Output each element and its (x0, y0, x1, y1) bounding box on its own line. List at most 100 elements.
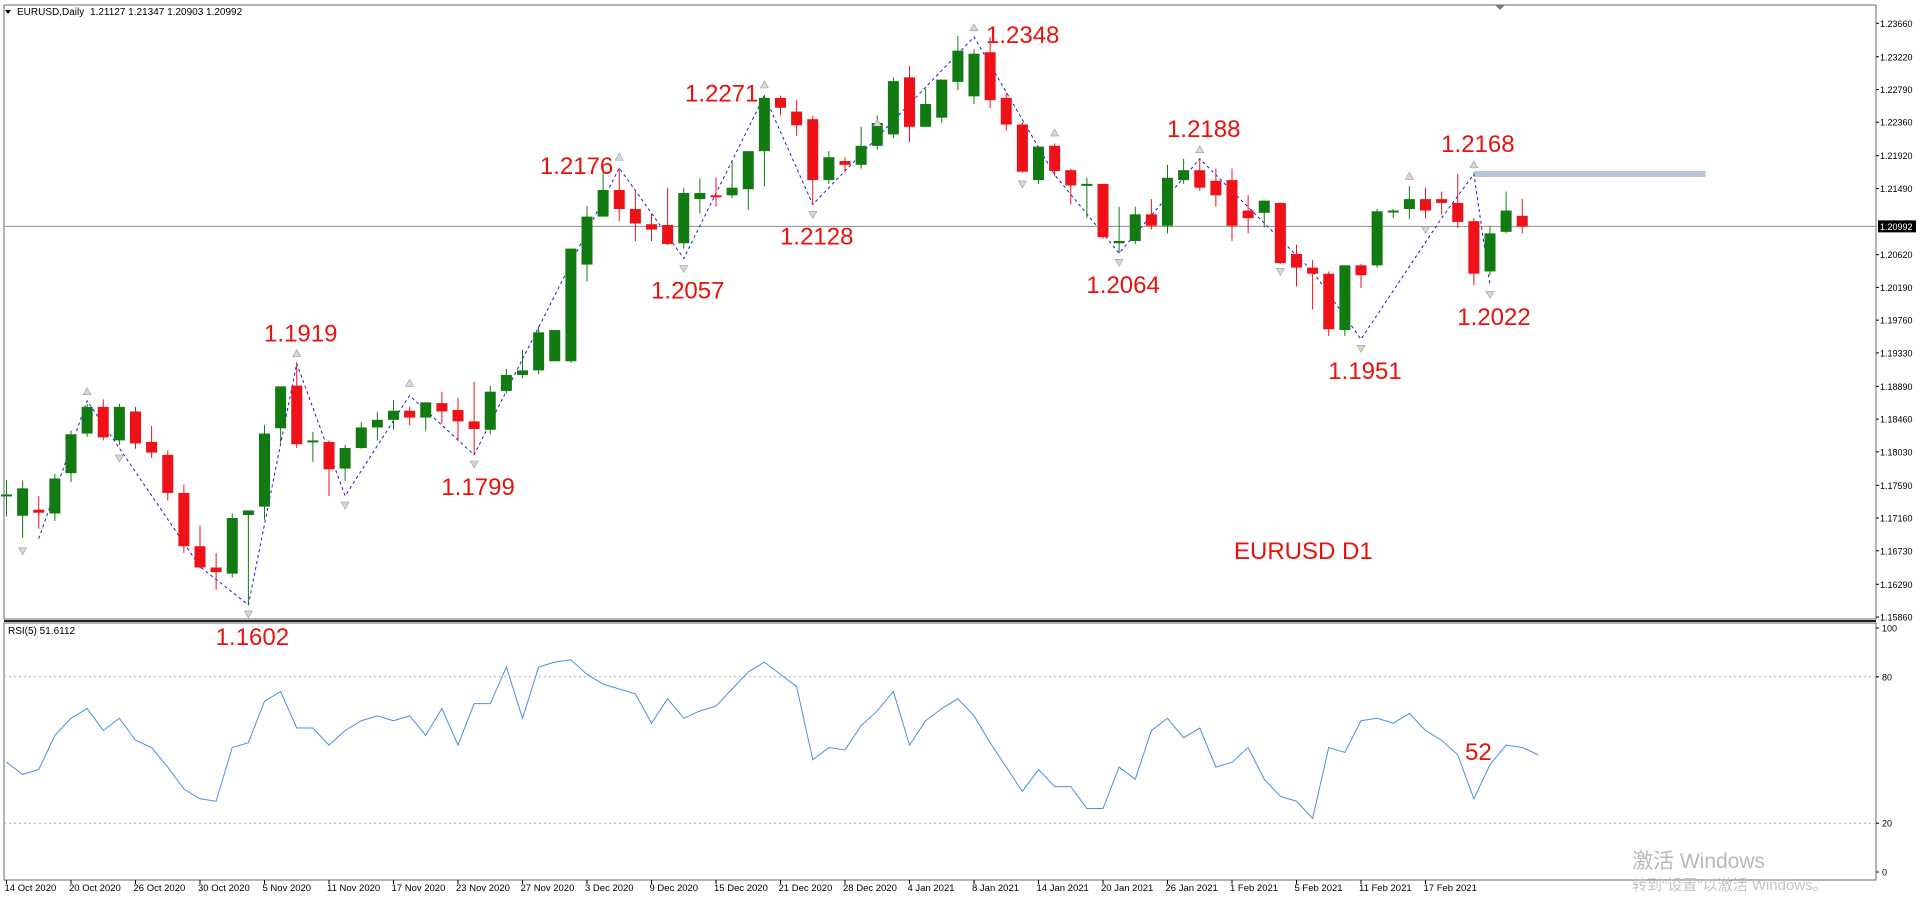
candle (517, 349, 528, 378)
candle-body (1323, 273, 1335, 330)
candle-body (468, 421, 480, 429)
candle (597, 167, 609, 217)
candle (210, 553, 222, 590)
candle-body (904, 77, 915, 127)
candle-body (178, 492, 190, 547)
chart-frames (3, 4, 1877, 881)
candle (484, 385, 496, 435)
candle (1323, 271, 1335, 337)
candle-body (791, 111, 803, 126)
price-tick-label: 1.19760 (1880, 316, 1913, 326)
fractal-up-arrow (969, 23, 979, 32)
fractal-up-arrow (1050, 128, 1060, 137)
price-tick-label: 1.17160 (1880, 514, 1913, 524)
time-tick-label: 11 Nov 2020 (327, 883, 380, 894)
candle (629, 191, 641, 241)
candle (81, 403, 93, 437)
candle (17, 480, 29, 538)
candle-body (565, 248, 577, 362)
candle (823, 151, 835, 184)
price-tick-label: 1.16290 (1880, 580, 1913, 590)
fractal-down-arrow (1017, 180, 1027, 189)
price-tick-label: 1.19330 (1880, 348, 1913, 358)
fractal-up-arrow (614, 152, 624, 161)
candle-body (113, 406, 125, 441)
pivot-price-label: 1.2348 (986, 22, 1059, 49)
price-tick-label: 1.20190 (1880, 283, 1913, 293)
pivot-price-label: 1.2168 (1441, 131, 1514, 158)
rsi-indicator-label: RSI(5) 51.6112 (8, 626, 76, 637)
candle (1339, 265, 1351, 337)
candle-body (678, 193, 690, 244)
time-tick-label: 30 Oct 2020 (198, 883, 250, 894)
candle (1436, 191, 1448, 215)
candle (646, 213, 657, 241)
candle-body (1162, 177, 1173, 226)
pivot-price-label: 1.1919 (264, 321, 337, 348)
time-tick-label: 20 Jan 2021 (1101, 883, 1153, 894)
candle (1500, 191, 1512, 234)
pivot-price-label: 1.1951 (1328, 358, 1401, 385)
windows-activation-title: 激活 Windows (1632, 850, 1765, 873)
candle (887, 77, 899, 139)
fractal-up-arrow (1469, 160, 1479, 169)
chart-shift-marker-icon[interactable] (1495, 5, 1505, 10)
candle (904, 65, 915, 143)
candle (388, 400, 399, 430)
pivot-price-label: 1.1799 (441, 474, 514, 501)
time-tick-label: 28 Dec 2020 (843, 883, 897, 894)
candle-body (936, 79, 948, 118)
rsi-subwindow: 100 80 20 0 (4, 624, 1897, 878)
candle (65, 430, 77, 483)
candle-body (1178, 170, 1190, 181)
fractal-down-arrow (340, 501, 350, 510)
candle (549, 330, 561, 362)
candle-body (726, 187, 738, 196)
pivot-labels: 1.1919 1.1602 1.1799 1.2176 1.2057 1.2271 1.21… (216, 22, 1531, 651)
candle-body (291, 385, 303, 445)
candle (1516, 199, 1528, 234)
candle-body (1049, 145, 1061, 171)
candle-body (259, 433, 270, 507)
candle (452, 397, 464, 442)
time-tick-label: 20 Oct 2020 (69, 883, 121, 894)
candle (1049, 143, 1061, 177)
rsi-value-annotation: 52 (1465, 739, 1492, 766)
candle-body (1468, 221, 1480, 274)
candle-body (968, 53, 980, 97)
pivot-price-label: 1.2176 (540, 153, 613, 180)
candle-body (33, 509, 45, 513)
time-tick-label: 11 Feb 2021 (1359, 883, 1412, 894)
candle (371, 412, 383, 441)
candle-body (242, 510, 254, 516)
candle-body (920, 103, 932, 127)
candle (355, 422, 367, 449)
windows-activation-subtitle: 转到"设置"以激活 Windows。 (1632, 877, 1828, 894)
candle (1081, 177, 1093, 219)
candle-body (710, 195, 722, 198)
candle-body (581, 216, 593, 265)
candle (662, 187, 674, 245)
price-tick-label: 1.23660 (1880, 19, 1913, 29)
candle-body (549, 330, 561, 362)
candle-body (162, 454, 174, 493)
rsi-tick-label: 0 (1882, 868, 1887, 878)
candle (791, 100, 803, 136)
rsi-line (6, 659, 1539, 820)
candle (968, 49, 980, 104)
fractal-up-arrow (292, 349, 302, 357)
candle-body (210, 567, 222, 573)
chart-menu-triangle-icon[interactable] (5, 10, 11, 14)
candle (726, 161, 738, 199)
candle (1113, 206, 1125, 254)
candle-body (146, 441, 158, 453)
candle (1226, 168, 1238, 241)
time-tick-label: 4 Jan 2021 (908, 883, 955, 894)
candle (936, 79, 948, 123)
price-tick-label: 1.16730 (1880, 546, 1913, 556)
price-tick-label: 1.21490 (1880, 184, 1913, 194)
candle-body (1258, 200, 1270, 213)
candle-body (355, 427, 367, 449)
